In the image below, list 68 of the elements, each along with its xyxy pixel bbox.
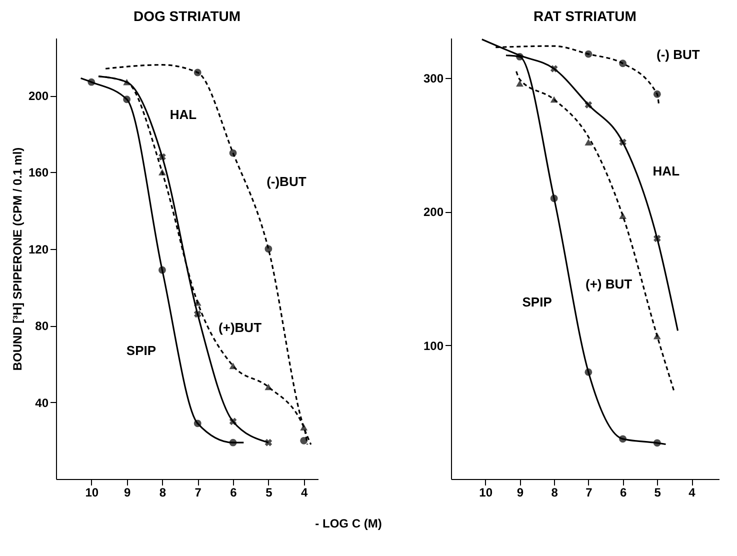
point — [264, 245, 272, 253]
point — [194, 420, 202, 428]
point — [123, 78, 131, 86]
point — [653, 90, 661, 98]
point — [194, 68, 202, 76]
x-tick-label: 5 — [266, 486, 273, 500]
point — [653, 439, 661, 447]
y-axis-title: BOUND [³H] SPIPERONE (CPM / 0.1 ml) — [10, 147, 24, 371]
point — [229, 149, 237, 157]
point — [584, 368, 592, 376]
chart-title: RAT STRIATUM — [534, 8, 636, 24]
series-label: (+)BUT — [218, 320, 262, 335]
x-tick-label: 7 — [586, 486, 593, 500]
x-tick-label: 10 — [85, 486, 99, 500]
y-tick-label: 100 — [423, 338, 444, 353]
x-tick-label: 6 — [620, 486, 627, 500]
x-tick-label: 7 — [194, 486, 202, 500]
x-tick-label: 5 — [654, 486, 662, 500]
point — [229, 438, 237, 446]
x-tick-label: 6 — [230, 486, 238, 500]
point — [194, 299, 202, 306]
point — [158, 169, 166, 176]
point — [550, 96, 558, 103]
point — [123, 96, 131, 104]
x-tick-label: 10 — [479, 486, 493, 500]
point — [584, 139, 592, 146]
y-tick-label: 160 — [28, 166, 49, 180]
y-tick-label: 200 — [28, 89, 49, 104]
y-tick-label: 120 — [28, 242, 49, 256]
point — [158, 266, 166, 274]
point — [229, 362, 237, 370]
point — [619, 212, 627, 219]
y-tick-label: 200 — [423, 205, 444, 220]
point — [264, 438, 272, 446]
x-tick-label: 8 — [551, 486, 558, 500]
point — [619, 435, 627, 443]
x-tick-label: 4 — [688, 486, 696, 500]
point — [584, 50, 592, 58]
y-tick-label: 40 — [35, 396, 49, 410]
point — [516, 80, 524, 87]
point — [88, 78, 96, 86]
point — [550, 65, 558, 72]
series-label: SPIP — [522, 294, 552, 310]
y-tick-label: 80 — [35, 319, 49, 334]
point — [619, 138, 626, 146]
point — [653, 234, 661, 242]
point — [550, 194, 558, 202]
point — [619, 60, 627, 68]
series-label: (-) BUT — [656, 47, 700, 62]
series-label: HAL — [652, 163, 680, 178]
point — [158, 153, 166, 161]
series-label: (+) BUT — [586, 276, 632, 292]
x-tick-label: 4 — [300, 486, 308, 500]
x-axis-title: - LOG C (M) — [315, 516, 382, 530]
point — [584, 101, 592, 108]
y-tick-label: 300 — [423, 72, 444, 86]
chart-title: DOG STRIATUM — [133, 8, 241, 24]
x-tick-label: 9 — [124, 486, 131, 500]
x-tick-label: 9 — [516, 486, 524, 500]
point — [194, 310, 202, 318]
x-tick-label: 8 — [159, 486, 166, 500]
point — [229, 418, 237, 426]
series-label: (-)BUT — [266, 174, 306, 189]
point — [264, 384, 272, 390]
point — [300, 436, 308, 444]
series-label: HAL — [170, 106, 197, 122]
point — [653, 332, 661, 340]
series-label: SPIP — [126, 343, 156, 358]
